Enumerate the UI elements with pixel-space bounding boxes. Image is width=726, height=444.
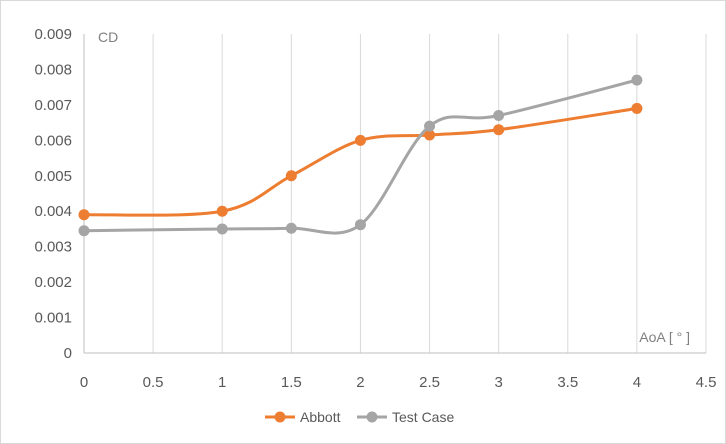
series-1 [78, 102, 643, 221]
series-layer [78, 74, 643, 237]
y-tick-label: 0.003 [34, 239, 72, 256]
grid-lines [152, 34, 707, 353]
y-tick-label: 0 [64, 345, 72, 362]
legend-marker [274, 411, 286, 423]
x-tick-label: 3.5 [557, 374, 578, 391]
legend-marker [366, 411, 378, 423]
legend-label: Abbott [300, 409, 341, 425]
legend-item: Test Case [357, 409, 454, 425]
y-tick-label: 0.001 [34, 310, 72, 327]
data-point [493, 124, 505, 136]
x-tick-label: 4.5 [696, 374, 717, 391]
data-point [493, 110, 505, 122]
x-tick-label: 0 [80, 374, 88, 391]
y-tick-label: 0.002 [34, 274, 72, 291]
data-point [424, 120, 436, 132]
y-tick-label: 0.005 [34, 168, 72, 185]
data-point [354, 219, 366, 231]
y-tick-label: 0.004 [34, 203, 72, 220]
data-point [631, 74, 643, 86]
x-tick-label: 2.5 [419, 374, 440, 391]
series-2 [78, 74, 643, 237]
x-tick-label: 1.5 [281, 374, 302, 391]
data-point [285, 222, 297, 234]
tick-labels: 0 0.5 1 1.5 2 2.5 3 3.5 4 4.5 0 0.001 0.002 0.003 0.00… [34, 26, 716, 391]
data-point [216, 205, 228, 217]
x-tick-label: 1 [218, 374, 226, 391]
data-point [78, 225, 90, 237]
data-point [285, 170, 297, 182]
data-point [216, 223, 228, 235]
data-point [631, 102, 643, 114]
legend-item: Abbott [265, 409, 341, 425]
y-tick-label: 0.006 [34, 132, 72, 149]
x-axis-title: AoA [ ° ] [639, 329, 690, 345]
y-tick-label: 0.009 [34, 26, 72, 43]
data-point [78, 209, 90, 221]
x-tick-label: 0.5 [143, 374, 164, 391]
x-tick-label: 3 [494, 374, 502, 391]
data-point [354, 134, 366, 146]
x-tick-label: 4 [633, 374, 641, 391]
x-tick-label: 2 [356, 374, 364, 391]
data-point [424, 129, 436, 141]
legend-label: Test Case [392, 409, 454, 425]
legend: Abbott Test Case [265, 409, 454, 425]
axes [83, 34, 706, 354]
y-tick-label: 0.008 [34, 61, 72, 78]
y-tick-label: 0.007 [34, 97, 72, 114]
y-axis-title: CD [98, 29, 118, 45]
